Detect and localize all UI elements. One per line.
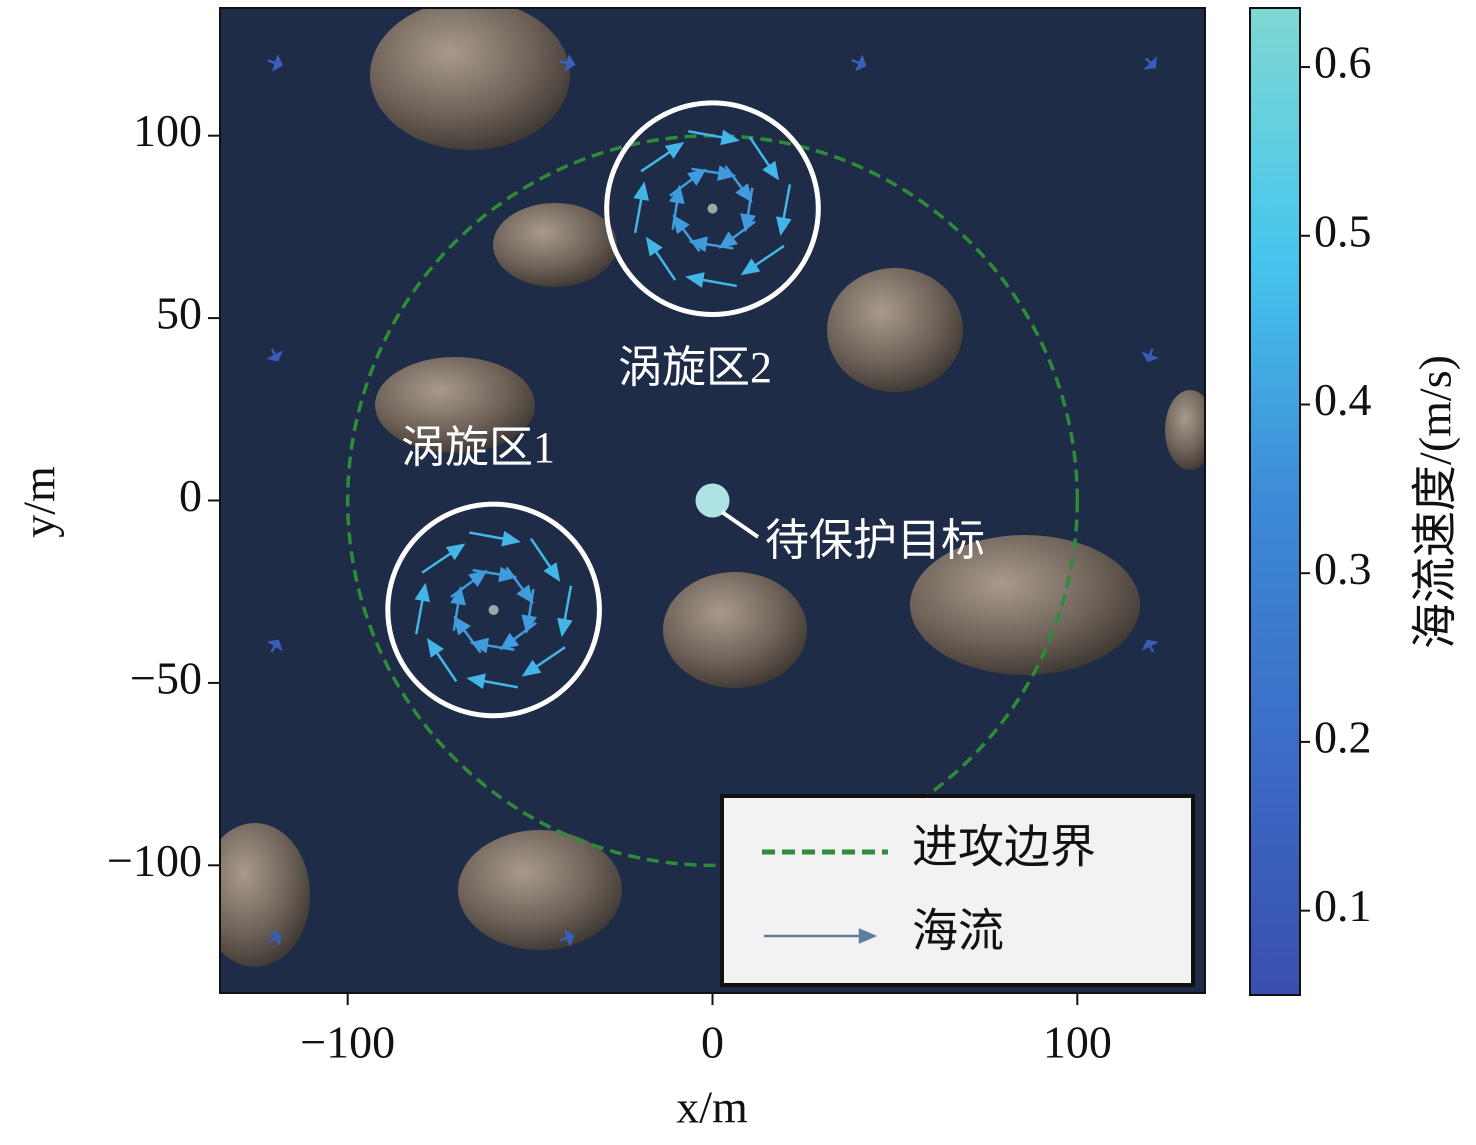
legend-label: 海流 <box>912 906 1004 957</box>
colorbar-tick-label: 0.4 <box>1314 374 1372 425</box>
current-arrow <box>427 638 458 683</box>
rock <box>375 357 535 453</box>
x-tick-label: −100 <box>300 1017 395 1068</box>
current-arrow <box>559 53 576 72</box>
y-tick-label: 50 <box>156 288 202 339</box>
rock <box>1165 390 1205 470</box>
colorbar-tick-label: 0.5 <box>1314 205 1372 256</box>
target-label: 待保护目标 <box>765 516 985 565</box>
current-arrow <box>645 236 677 281</box>
vortex-center <box>488 604 499 615</box>
current-arrow <box>633 181 649 234</box>
rock <box>910 535 1140 675</box>
current-arrow <box>453 615 482 654</box>
current-arrow <box>266 639 283 653</box>
current-arrow <box>267 54 283 72</box>
current-arrow <box>1143 56 1157 70</box>
current-arrow <box>672 214 701 252</box>
current-arrow <box>450 569 488 599</box>
current-arrow <box>466 673 519 690</box>
x-axis-label: x/m <box>676 1082 748 1133</box>
y-tick-label: 0 <box>179 470 202 521</box>
rock <box>458 830 622 950</box>
current-arrow <box>469 637 515 654</box>
colorbar-tick-label: 0.3 <box>1314 543 1372 594</box>
rock <box>827 268 963 392</box>
colorbar-tick-label: 0.6 <box>1314 37 1372 88</box>
legend-box <box>720 794 1195 987</box>
colorbar-label: 海流速度/(m/s) <box>1410 355 1461 649</box>
current-arrow <box>718 220 756 249</box>
legend-label: 进攻边界 <box>912 822 1096 873</box>
current-arrow <box>414 582 431 635</box>
current-arrow <box>450 585 466 632</box>
rock <box>220 823 310 967</box>
x-tick-label: 0 <box>701 1017 724 1068</box>
current-arrow <box>521 588 537 634</box>
current-arrow <box>559 929 575 947</box>
current-arrow <box>469 530 521 547</box>
current-arrow <box>724 165 753 203</box>
current-arrow <box>640 142 685 173</box>
current-arrow <box>688 236 734 253</box>
y-axis-label: y/m <box>14 466 65 538</box>
current-arrow <box>521 646 566 677</box>
current-arrow <box>669 168 707 197</box>
current-arrow <box>740 187 756 233</box>
y-tick-label: −100 <box>107 835 202 886</box>
current-arrow <box>685 272 737 288</box>
vortex-label: 涡旋区2 <box>618 343 772 392</box>
legend-swatch <box>764 928 878 944</box>
current-arrow <box>472 566 518 583</box>
colorbar <box>1249 7 1301 996</box>
vortex-region <box>385 501 602 719</box>
current-arrow <box>505 566 534 605</box>
vortex-center <box>707 203 718 214</box>
current-arrow <box>499 621 537 651</box>
x-tick-label: 100 <box>1043 1017 1112 1068</box>
colorbar-tick-label: 0.2 <box>1314 711 1372 762</box>
protected-target <box>695 483 730 518</box>
rock <box>493 203 617 287</box>
leader-line <box>720 510 760 539</box>
current-arrow <box>688 129 740 146</box>
rock <box>370 8 570 150</box>
current-arrow <box>1141 348 1160 363</box>
current-arrow <box>421 543 466 574</box>
current-arrow <box>748 136 780 181</box>
current-arrow <box>776 184 792 236</box>
rock <box>663 572 807 688</box>
current-arrow <box>740 244 785 276</box>
plot-layer <box>266 53 1160 948</box>
y-tick-label: 100 <box>133 105 202 156</box>
current-arrow <box>1141 639 1159 653</box>
y-tick-label: −50 <box>130 652 202 703</box>
vortex-region <box>604 100 821 317</box>
current-arrow <box>266 348 284 362</box>
vortex-label: 涡旋区1 <box>401 423 555 472</box>
current-arrow <box>691 165 737 181</box>
current-arrow <box>529 537 561 582</box>
current-arrow <box>669 184 685 230</box>
current-arrow <box>268 930 282 947</box>
current-arrow <box>557 585 573 638</box>
current-arrow <box>851 54 867 72</box>
colorbar-tick-label: 0.1 <box>1314 880 1372 931</box>
